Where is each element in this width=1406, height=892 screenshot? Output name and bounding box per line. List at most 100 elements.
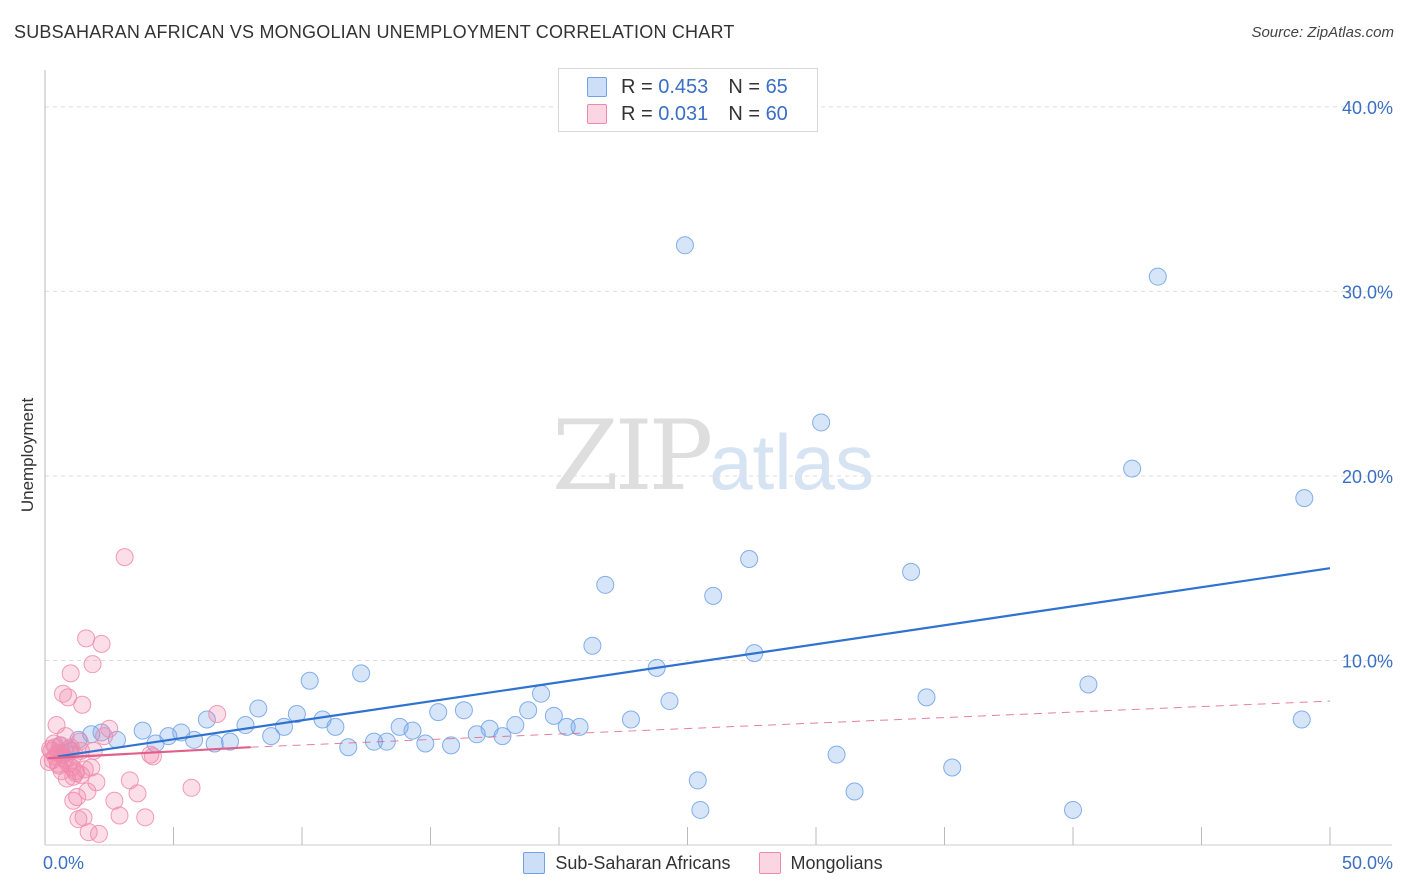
data-point <box>403 721 422 740</box>
correlation-legend: R = 0.453 N = 65 R = 0.031 N = 60 <box>558 68 818 132</box>
legend-swatch-blue <box>523 852 546 874</box>
n-value: 60 <box>765 102 788 125</box>
data-point <box>197 710 216 729</box>
y-tick-label: 20.0% <box>1342 467 1393 487</box>
data-point <box>115 548 134 567</box>
data-point <box>143 747 162 766</box>
data-point <box>1064 800 1082 819</box>
data-point <box>691 800 710 819</box>
data-point <box>205 734 224 753</box>
data-point <box>87 773 106 792</box>
series-legend: Sub-Saharan Africans Mongolians <box>0 852 1406 874</box>
legend-swatch-pink <box>758 852 781 874</box>
data-point <box>275 717 294 736</box>
y-axis-label: Unemployment <box>18 397 37 513</box>
legend-swatch-pink <box>587 104 607 124</box>
legend-item-sub-saharan[interactable]: Sub-Saharan Africans <box>523 852 731 874</box>
gridlines <box>45 106 1392 661</box>
data-point <box>1123 459 1142 478</box>
data-point <box>442 736 461 755</box>
data-point <box>73 695 92 714</box>
data-point <box>100 719 119 738</box>
data-point <box>136 808 155 827</box>
data-point <box>1148 267 1167 286</box>
n-value: 65 <box>765 75 788 98</box>
data-point <box>416 734 435 753</box>
data-point <box>59 688 78 707</box>
x-tick-label-max: 50.0% <box>1342 853 1393 873</box>
data-point <box>519 701 538 720</box>
data-point <box>61 664 80 683</box>
data-point <box>75 760 94 779</box>
legend-swatch-blue <box>587 77 607 97</box>
data-point <box>902 562 921 581</box>
data-point <box>68 788 87 807</box>
data-point <box>46 738 65 757</box>
data-point <box>92 634 111 653</box>
y-tick-label: 30.0% <box>1342 282 1393 302</box>
data-point <box>544 706 563 725</box>
r-value: 0.031 <box>658 102 709 125</box>
trend-line-0 <box>57 567 1331 758</box>
n-label: N = <box>728 75 760 98</box>
data-point <box>704 586 723 605</box>
data-point <box>454 701 473 720</box>
data-point <box>429 703 448 722</box>
data-point <box>845 782 864 801</box>
trend-line-dashed-1 <box>250 700 1331 748</box>
trend-lines <box>47 567 1331 760</box>
data-point <box>339 738 358 757</box>
data-point <box>287 704 306 723</box>
chart-title: SUBSAHARAN AFRICAN VS MONGOLIAN UNEMPLOY… <box>14 22 735 42</box>
data-point <box>570 717 589 736</box>
y-tick-label: 10.0% <box>1342 651 1393 671</box>
axes <box>44 70 1392 846</box>
data-point <box>596 575 615 594</box>
data-point <box>182 778 201 797</box>
data-point <box>133 721 152 740</box>
data-point <box>83 655 102 674</box>
series-mongolians <box>39 548 227 843</box>
legend-item-mongolians[interactable]: Mongolians <box>758 852 883 874</box>
data-point <box>185 730 204 749</box>
n-label: N = <box>728 102 760 125</box>
data-point <box>917 688 936 707</box>
source-credit: Source: ZipAtlas.com <box>1251 24 1394 41</box>
data-point <box>675 236 694 255</box>
data-point <box>221 732 240 751</box>
data-point <box>812 413 831 432</box>
data-point <box>506 716 525 735</box>
data-point <box>262 727 281 746</box>
r-value: 0.453 <box>658 75 709 98</box>
data-point <box>621 710 640 729</box>
data-point <box>78 782 97 801</box>
data-point <box>89 824 108 843</box>
data-point <box>1079 675 1098 694</box>
data-point <box>532 684 551 703</box>
data-point <box>236 716 255 735</box>
data-point <box>688 771 707 790</box>
trend-line-1 <box>47 746 251 760</box>
data-point <box>110 806 129 825</box>
series-sub-saharan-africans <box>51 236 1314 819</box>
r-label: R = <box>621 102 653 125</box>
data-point <box>77 629 96 648</box>
data-point <box>128 784 147 803</box>
data-point <box>352 664 371 683</box>
data-point <box>943 758 962 777</box>
data-point <box>740 549 759 568</box>
data-point <box>827 745 846 764</box>
data-point <box>326 717 345 736</box>
data-point <box>1295 489 1314 508</box>
legend-row-mongolians: R = 0.031 N = 60 <box>559 101 788 127</box>
data-point <box>141 745 160 764</box>
data-point <box>583 636 602 655</box>
legend-row-sub-saharan: R = 0.453 N = 65 <box>559 74 788 100</box>
x-tick-label-min: 0.0% <box>43 853 84 873</box>
r-label: R = <box>621 75 653 98</box>
legend-label: Sub-Saharan Africans <box>555 852 731 873</box>
watermark: ZIPatlas <box>552 400 874 512</box>
data-point <box>1292 710 1311 729</box>
data-point <box>53 684 72 703</box>
